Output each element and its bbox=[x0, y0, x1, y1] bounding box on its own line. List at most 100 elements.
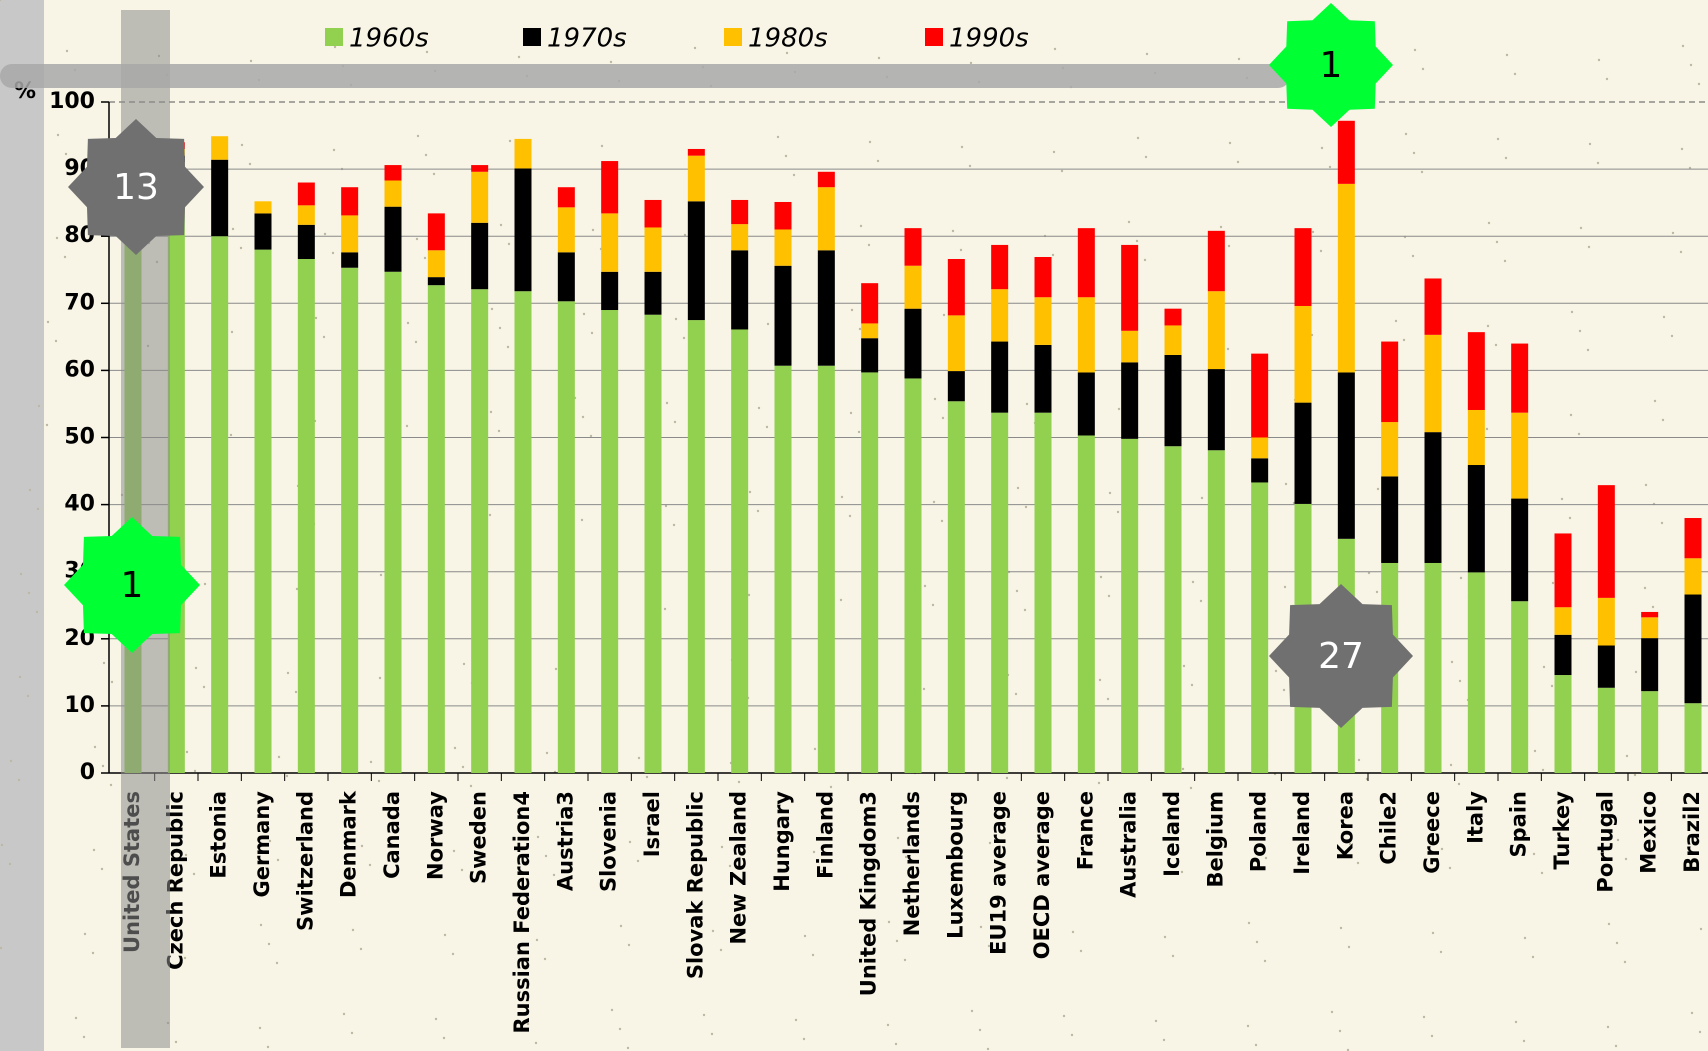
speckle bbox=[554, 667, 558, 671]
bar-segment bbox=[644, 227, 662, 272]
speckle bbox=[1005, 776, 1009, 780]
speckle bbox=[600, 144, 604, 148]
speckle bbox=[776, 135, 780, 139]
speckle bbox=[1503, 259, 1507, 263]
speckle bbox=[369, 760, 373, 764]
bar-segment bbox=[1337, 372, 1355, 539]
bar-segment bbox=[1251, 353, 1269, 438]
speckle bbox=[766, 322, 770, 326]
bar-segment bbox=[947, 371, 965, 402]
speckle bbox=[850, 308, 854, 312]
speckle bbox=[1699, 927, 1703, 931]
speckle bbox=[609, 60, 613, 64]
speckle bbox=[552, 873, 556, 877]
speckle bbox=[508, 139, 512, 143]
speckle bbox=[432, 172, 436, 176]
speckle bbox=[886, 1023, 890, 1027]
speckle bbox=[1116, 510, 1120, 514]
bar-segment bbox=[1337, 120, 1355, 184]
speckle bbox=[682, 336, 686, 340]
bar-segment bbox=[774, 365, 792, 773]
x-tick-label: Hungary bbox=[770, 791, 794, 892]
speckle bbox=[1274, 669, 1278, 673]
speckle bbox=[1236, 160, 1240, 164]
x-tick-label: Switzerland bbox=[293, 791, 317, 931]
speckle bbox=[1430, 1034, 1434, 1038]
bar-segment bbox=[687, 320, 705, 773]
bar-segment bbox=[601, 310, 619, 773]
speckle bbox=[1698, 1030, 1702, 1034]
speckle bbox=[1586, 348, 1590, 352]
speckle bbox=[610, 1008, 614, 1012]
bar-segment bbox=[947, 259, 965, 316]
bar-segment bbox=[297, 259, 315, 773]
speckle bbox=[673, 420, 677, 424]
bar-segment bbox=[991, 412, 1009, 773]
bar-segment bbox=[1164, 308, 1182, 326]
speckle bbox=[1679, 250, 1683, 254]
bar-segment bbox=[601, 213, 619, 272]
badge bbox=[1269, 3, 1393, 127]
bar-segment bbox=[384, 165, 402, 181]
bar-segment bbox=[167, 162, 185, 773]
speckle bbox=[276, 858, 280, 862]
bar-segment bbox=[1294, 305, 1312, 403]
speckle bbox=[747, 593, 751, 597]
speckle bbox=[1099, 575, 1103, 579]
speckle bbox=[979, 925, 983, 929]
bar-segment bbox=[1684, 703, 1702, 773]
speckle bbox=[109, 783, 113, 787]
bar-segment bbox=[384, 271, 402, 773]
speckle bbox=[54, 339, 58, 343]
speckle bbox=[589, 434, 593, 438]
speckle bbox=[266, 1045, 270, 1049]
speckle bbox=[1189, 786, 1193, 790]
speckle bbox=[267, 942, 271, 946]
speckle bbox=[360, 844, 364, 848]
bar-segment bbox=[427, 250, 445, 278]
speckle bbox=[1577, 432, 1581, 436]
speckle bbox=[1662, 315, 1666, 319]
speckle bbox=[1237, 57, 1241, 61]
bar-segment bbox=[1121, 438, 1139, 773]
speckle bbox=[230, 330, 234, 334]
speckle bbox=[1533, 749, 1537, 753]
bar-segment bbox=[211, 136, 229, 160]
speckle bbox=[581, 415, 585, 419]
speckle bbox=[8, 862, 12, 866]
speckle bbox=[1697, 82, 1701, 86]
speckle bbox=[72, 171, 76, 175]
x-tick-label: New Zealand bbox=[727, 791, 751, 945]
legend-swatch bbox=[925, 28, 943, 46]
speckle bbox=[1338, 1029, 1342, 1033]
x-tick-label: Portugal bbox=[1593, 791, 1617, 893]
bar-segment bbox=[1684, 518, 1702, 559]
speckle bbox=[580, 518, 584, 522]
bar-segment bbox=[1164, 325, 1182, 355]
speckle bbox=[192, 872, 196, 876]
speckle bbox=[175, 937, 179, 941]
speckle bbox=[1191, 580, 1195, 584]
speckle bbox=[987, 944, 991, 948]
speckle bbox=[1145, 52, 1149, 56]
speckle bbox=[488, 513, 492, 517]
bar-segment bbox=[211, 236, 229, 773]
speckle bbox=[0, 946, 3, 950]
speckle bbox=[74, 1016, 78, 1020]
speckle bbox=[1413, 48, 1417, 52]
bar-segment bbox=[1381, 476, 1399, 563]
speckle bbox=[1190, 683, 1194, 687]
bar-segment bbox=[601, 161, 619, 214]
speckle bbox=[829, 785, 833, 789]
speckle bbox=[285, 774, 289, 778]
speckle bbox=[1459, 576, 1463, 580]
bar-segment bbox=[557, 252, 575, 302]
speckle bbox=[802, 1037, 806, 1041]
legend-label: 1970s bbox=[547, 24, 627, 54]
speckle bbox=[82, 1035, 86, 1039]
speckle bbox=[1596, 161, 1600, 165]
speckle bbox=[0, 0, 2, 2]
speckle bbox=[693, 46, 697, 50]
speckle bbox=[636, 859, 640, 863]
bar-segment bbox=[1511, 601, 1529, 773]
